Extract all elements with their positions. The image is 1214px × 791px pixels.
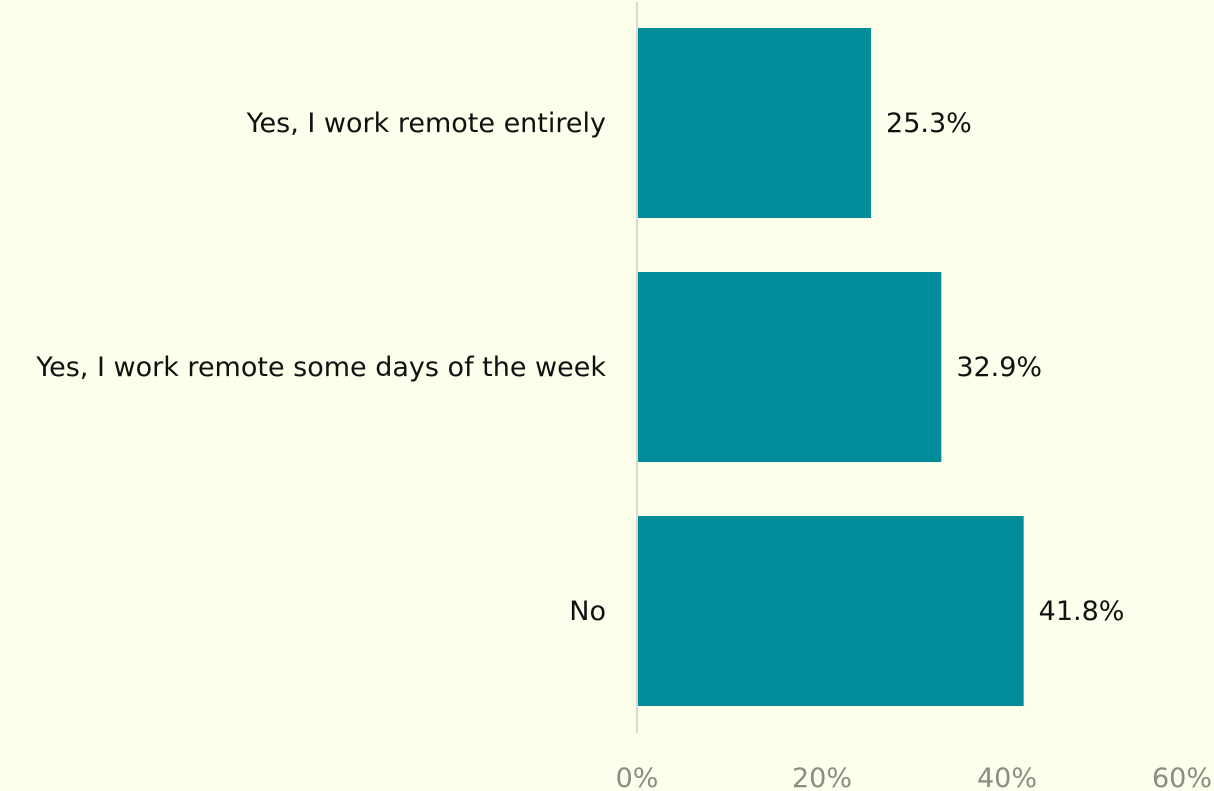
bar-0 <box>637 28 872 218</box>
bar-2 <box>637 516 1024 706</box>
value-label-0: 25.3% <box>886 108 972 139</box>
x-tick-label-3: 60% <box>1152 763 1212 791</box>
x-axis-tick-labels: 0% 20% 40% 60% <box>616 763 1212 791</box>
bars-layer <box>637 28 1024 706</box>
category-label-0: Yes, I work remote entirely <box>246 108 606 139</box>
category-label-2: No <box>569 596 606 627</box>
x-tick-label-0: 0% <box>616 763 659 791</box>
value-labels: 25.3% 32.9% 41.8% <box>886 108 1124 627</box>
bar-1 <box>637 272 942 462</box>
category-label-1: Yes, I work remote some days of the week <box>35 352 606 383</box>
x-tick-label-1: 20% <box>792 763 852 791</box>
value-label-2: 41.8% <box>1039 596 1125 627</box>
value-label-1: 32.9% <box>956 352 1042 383</box>
category-labels: Yes, I work remote entirely Yes, I work r… <box>35 108 606 627</box>
x-tick-label-2: 40% <box>977 763 1037 791</box>
